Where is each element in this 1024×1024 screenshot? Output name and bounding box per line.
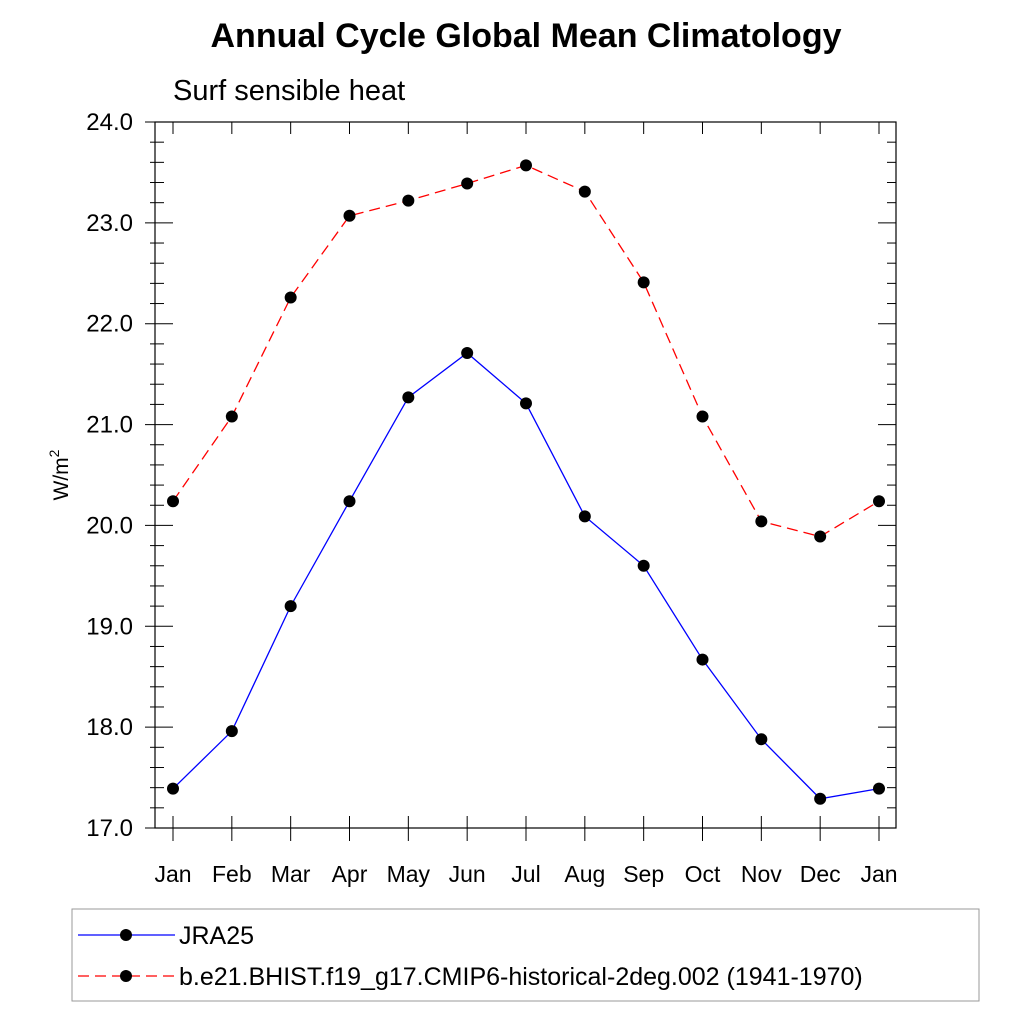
series-0-point — [578, 510, 591, 523]
plot-area — [154, 121, 897, 829]
series-1-point — [461, 177, 474, 190]
series-1-point — [755, 515, 768, 528]
x-tick-label: Jan — [860, 861, 897, 887]
series-1-point — [167, 495, 179, 508]
y-tick-label: 18.0 — [86, 714, 133, 741]
series-0-point — [755, 733, 768, 746]
x-tick-label: Aug — [564, 861, 605, 887]
y-tick-label: 17.0 — [86, 815, 133, 842]
x-tick-label: Mar — [271, 861, 311, 887]
x-tick-label: Oct — [685, 861, 721, 887]
chart-subtitle: Surf sensible heat — [173, 75, 405, 107]
series-layer — [167, 159, 885, 805]
chart-title: Annual Cycle Global Mean Climatology — [211, 17, 842, 55]
series-0-point — [225, 725, 238, 738]
series-line-1 — [172, 164, 880, 538]
series-1-point — [284, 291, 297, 304]
series-0-point — [343, 495, 356, 508]
x-tick-label: Sep — [623, 861, 664, 887]
series-0-point — [637, 559, 650, 572]
legend-marker-0 — [120, 929, 132, 941]
y-tick-label: 19.0 — [86, 613, 133, 640]
legend-label-0: JRA25 — [179, 922, 254, 950]
series-1-point — [225, 410, 238, 423]
legend-marker-1 — [120, 970, 132, 982]
y-tick-label: 24.0 — [86, 109, 133, 136]
x-tick-label: Dec — [800, 861, 841, 887]
series-0-point — [461, 346, 474, 359]
series-0-point — [167, 782, 179, 795]
plot-frame — [154, 121, 897, 829]
x-tick-label: Jun — [449, 861, 486, 887]
y-tick-label: 20.0 — [86, 512, 133, 539]
y-tick-label: 23.0 — [86, 210, 133, 237]
legend: JRA25 b.e21.BHIST.f19_g17.CMIP6-historica… — [71, 908, 980, 1002]
legend-box — [71, 908, 980, 1002]
x-tick-label: Apr — [332, 861, 368, 887]
series-1-point — [696, 410, 709, 423]
x-tick-label: Jan — [154, 861, 191, 887]
series-0-point — [873, 782, 885, 795]
x-tick-label: Jul — [511, 861, 540, 887]
y-axis-label-exponent: 2 — [46, 449, 62, 457]
series-1-point — [402, 194, 415, 207]
series-0-point — [402, 391, 415, 404]
series-0-point — [696, 653, 709, 666]
series-0-point — [284, 600, 297, 613]
x-axis: Jan Feb Mar Apr May Jun Jul Aug Sep Oct Nov Dec Jan — [154, 122, 898, 887]
series-0-point — [814, 792, 827, 805]
series-1-point — [637, 276, 650, 289]
legend-label-1: b.e21.BHIST.f19_g17.CMIP6-historical-2de… — [179, 963, 863, 991]
x-tick-label: Nov — [741, 861, 782, 887]
series-line-0 — [172, 352, 880, 800]
y-axis: 17.0 18.0 19.0 20.0 21.0 22.0 23.0 24.0 — [86, 109, 896, 842]
series-1-point — [520, 159, 532, 172]
series-1-point — [343, 209, 356, 222]
x-tick-label: May — [387, 861, 431, 887]
series-1-point — [814, 530, 827, 543]
series-1-point — [873, 495, 885, 508]
y-tick-label: 22.0 — [86, 311, 133, 338]
y-axis-label-text: W/m — [50, 457, 73, 500]
series-0-point — [520, 397, 532, 410]
y-axis-label: W/m2 — [46, 449, 73, 500]
series-1-point — [578, 185, 591, 198]
x-tick-label: Feb — [212, 861, 252, 887]
y-tick-label: 21.0 — [86, 412, 133, 439]
